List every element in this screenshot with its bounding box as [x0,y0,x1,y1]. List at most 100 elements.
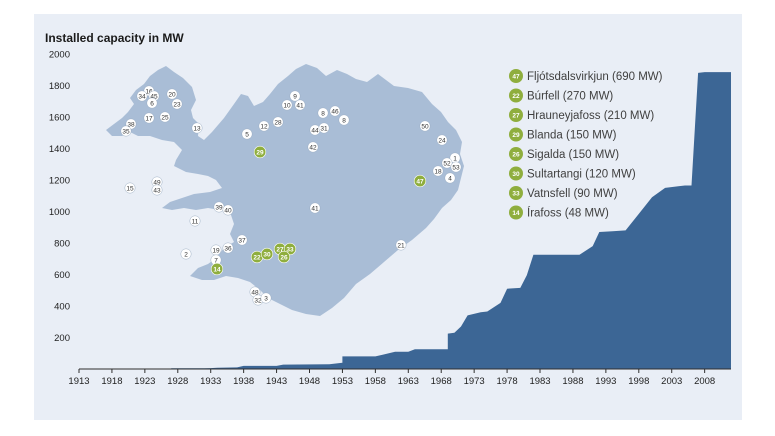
major-station-number: 26 [280,254,288,261]
x-tick-label: 1973 [464,376,485,387]
map-station-number: 7 [214,257,218,264]
map-station-marker [166,88,178,100]
map-station-number: 17 [145,115,153,122]
x-tick-label: 1943 [266,376,287,387]
major-station-marker [277,250,291,264]
map-station-number: 3 [264,295,268,302]
map-station-marker [436,134,448,146]
x-tick-label: 1958 [365,376,386,387]
y-tick-label: 1200 [49,176,70,187]
x-tick-label: 1923 [134,376,155,387]
major-station-number: 29 [256,149,264,156]
legend-badge [509,166,523,181]
map-station-number: 46 [331,108,339,115]
map-station-number: 38 [127,121,135,128]
map-station-number: 9 [293,93,297,100]
map-station-marker [317,107,329,119]
map-station-marker [419,120,431,132]
map-station-marker [171,98,183,110]
map-station-marker [318,122,330,134]
map-station-marker [307,141,319,153]
x-tick-label: 1913 [68,376,89,387]
map-station-number: 21 [397,242,405,249]
map-station-number: 31 [320,125,328,132]
map-station-number: 16 [145,88,153,95]
map-station-number: 53 [452,164,460,171]
map-station-marker [189,215,201,227]
map-station-marker [191,122,203,134]
legend-badge [509,108,523,122]
map-station-marker [395,239,407,251]
map-station-marker [309,202,321,214]
legend-badge-number: 22 [512,93,520,100]
x-tick-label: 1963 [398,376,419,387]
map-station-marker [143,112,155,124]
map-station-marker [124,182,136,194]
legend-badge-number: 29 [512,132,520,139]
map-station-marker [159,111,171,123]
y-tick-label: 600 [54,270,70,281]
y-tick-label: 1600 [49,113,70,124]
map-station-marker [258,120,270,132]
x-tick-label: 1948 [299,376,320,387]
legend-badge [509,69,523,83]
map-station-number: 48 [251,289,259,296]
map-station-number: 18 [434,168,442,175]
legend-badge [509,88,523,103]
map-station-marker [241,128,253,140]
major-station-number: 47 [416,178,424,185]
x-tick-label: 1993 [595,376,616,387]
map-station-number: 23 [173,101,181,108]
map-station-number: 8 [342,117,346,124]
map-station-marker [151,184,163,196]
major-station-marker [413,174,427,188]
x-tick-label: 1938 [233,376,254,387]
y-tick-label: 1000 [49,207,70,218]
map-station-marker [444,172,456,184]
map-station-number: 1 [453,155,457,162]
map-station-marker [222,242,234,254]
map-station-marker [146,97,158,109]
capacity-chart: Installed capacity in MW 200 400 600 800 100… [45,31,731,387]
legend-item: 22 Búrfell (270 MW) [509,88,613,103]
legend-badge [509,147,523,161]
map-station-number: 44 [311,127,319,134]
capacity-area-series [79,72,731,370]
map-station-number: 35 [122,128,130,135]
chart-panel: Installed capacity in MW 200 400 600 800 100… [34,14,742,420]
major-station-marker [210,262,224,276]
map-station-number: 43 [153,187,161,194]
map-station-number: 40 [224,207,232,214]
map-station-marker [222,204,234,216]
legend-badge [509,186,523,200]
capacity-area [79,72,731,369]
y-axis: 200 400 600 800 1000 1200 1400 1600 1800 2000 [49,50,70,345]
map-station-number: 34 [138,93,146,100]
map-station-marker [281,99,293,111]
map-station-marker [441,157,453,169]
map-station-number: 41 [296,102,304,109]
x-tick-label: 1933 [200,376,221,387]
map-station-number: 8 [321,110,325,117]
x-tick-label: 2003 [661,376,682,387]
map-station-number: 2 [184,251,188,258]
map-major-stations: 29 47 27 33 22 30 26 14 [210,145,427,276]
major-station-marker [253,145,267,159]
chart-title: Installed capacity in MW [45,31,184,45]
map-station-marker [294,99,306,111]
legend-label: Sigalda (150 MW) [527,149,619,161]
legend-item: 26 Sigalda (150 MW) [509,147,619,161]
map-station-number: 52 [443,160,451,167]
x-tick-label: 1998 [628,376,649,387]
legend-badge-number: 33 [512,190,520,197]
legend-badge-number: 30 [512,171,520,178]
map-station-number: 50 [421,123,429,130]
map-station-marker [450,161,462,173]
legend-badge [509,205,523,220]
y-tick-label: 1800 [49,81,70,92]
map-station-marker [260,292,272,304]
y-tick-label: 800 [54,239,70,250]
map-station-number: 36 [224,245,232,252]
map-station-marker [329,105,341,117]
